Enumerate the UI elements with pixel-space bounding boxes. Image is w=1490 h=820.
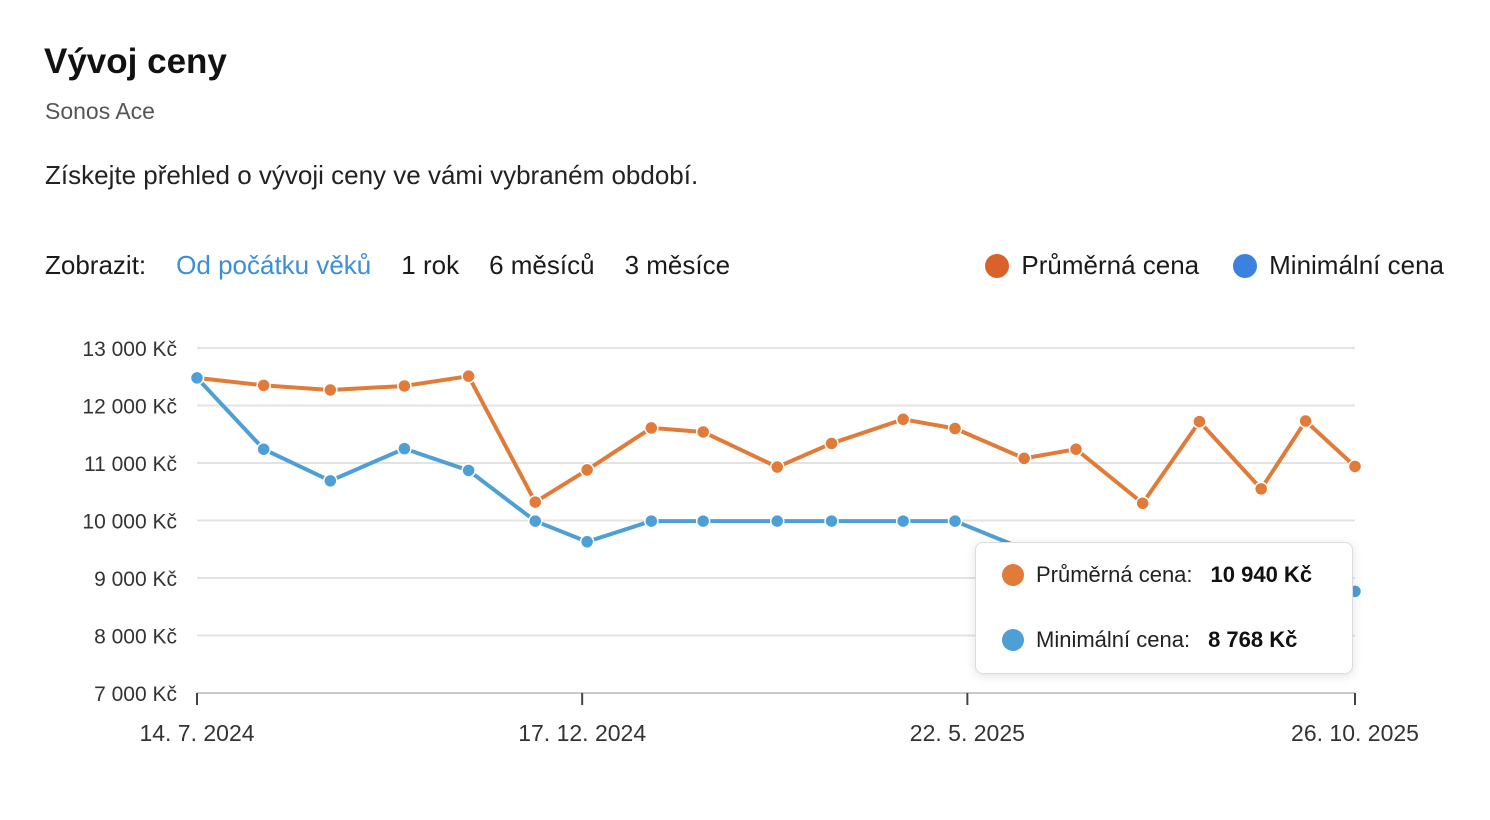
filter-label: Zobrazit: (45, 250, 147, 280)
period-filter: Zobrazit: Od počátku věků 1 rok 6 měsíců… (45, 250, 760, 281)
data-point-avg (1347, 459, 1363, 474)
data-point-avg (1016, 451, 1032, 466)
y-tick-label: 9 000 Kč (94, 568, 177, 591)
data-point-avg (528, 494, 543, 510)
tooltip-dot-min-icon (1002, 629, 1024, 651)
y-tick-label: 13 000 Kč (82, 338, 177, 361)
data-point-min (769, 513, 785, 529)
data-point-min (695, 513, 711, 529)
filter-option-all-time[interactable]: Od počátku věků (176, 250, 372, 280)
filter-option-1-year[interactable]: 1 rok (401, 250, 460, 280)
y-tick-label: 10 000 Kč (82, 511, 177, 534)
series-line-avg (196, 374, 1357, 506)
data-point-avg (824, 436, 839, 451)
data-point-avg (1253, 481, 1269, 497)
description-text: Získejte přehled o vývoji ceny ve vámi v… (45, 160, 699, 190)
data-point-min (323, 473, 338, 489)
tooltip-dot-avg-icon (1002, 564, 1024, 586)
data-point-avg (947, 421, 963, 436)
data-point-avg (1135, 496, 1150, 511)
data-point-min (189, 370, 205, 386)
data-point-avg (461, 368, 476, 384)
legend-label-avg: Průměrná cena (1021, 250, 1200, 280)
y-tick-label: 12 000 Kč (82, 396, 177, 419)
data-point-min (895, 513, 911, 529)
x-tick-label: 22. 5. 2025 (910, 720, 1025, 746)
filter-option-3-months[interactable]: 3 měsíce (624, 250, 731, 280)
x-tick-label: 26. 10. 2025 (1291, 720, 1419, 746)
legend-item-min[interactable]: Minimální cena (1233, 250, 1444, 281)
data-point-avg (1298, 413, 1313, 429)
data-point-avg (579, 462, 595, 478)
data-point-avg (769, 459, 785, 475)
data-point-avg (256, 378, 271, 393)
data-point-min (397, 441, 412, 456)
data-point-min (461, 463, 476, 478)
legend-dot-avg-icon (985, 253, 1010, 278)
x-tick-label: 17. 12. 2024 (518, 720, 646, 746)
tooltip-row-avg: Průměrná cena: 10 940 Kč (1002, 562, 1312, 588)
data-point-min (947, 513, 963, 529)
legend-label-min: Minimální cena (1269, 250, 1444, 280)
data-point-avg (1068, 441, 1084, 457)
tooltip-avg-label: Průměrná cena: (1036, 562, 1193, 587)
x-tick-label: 14. 7. 2024 (139, 720, 254, 746)
legend-dot-min-icon (1233, 253, 1258, 278)
filter-option-6-months[interactable]: 6 měsíců (489, 250, 595, 280)
price-history-chart[interactable]: 7 000 Kč 8 000 Kč 9 000 Kč 10 000 Kč 11 000 … (0, 300, 1490, 770)
tooltip-min-label: Minimální cena: (1036, 627, 1191, 652)
y-tick-label: 11 000 Kč (84, 453, 177, 476)
page-title: Vývoj ceny (44, 42, 227, 81)
product-name: Sonos Ace (45, 98, 155, 124)
data-point-min (256, 441, 271, 457)
data-point-min (579, 534, 595, 550)
chart-tooltip: Průměrná cena: 10 940 Kč Minimální cena:… (975, 542, 1353, 674)
chart-legend: Průměrná cena Minimální cena (951, 250, 1444, 281)
data-point-avg (397, 378, 412, 394)
legend-item-avg[interactable]: Průměrná cena (985, 250, 1199, 281)
tooltip-avg-value: 10 940 Kč (1210, 562, 1313, 587)
data-point-min (644, 513, 659, 529)
data-point-avg (644, 420, 659, 436)
y-tick-label: 8 000 Kč (94, 626, 177, 649)
y-tick-label: 7 000 Kč (94, 683, 177, 706)
data-point-avg (1192, 414, 1207, 429)
data-point-avg (323, 382, 338, 398)
data-point-min (824, 513, 839, 529)
tooltip-min-value: 8 768 Kč (1208, 627, 1298, 652)
data-point-min (528, 513, 543, 529)
tooltip-row-min: Minimální cena: 8 768 Kč (1002, 627, 1297, 653)
data-point-avg (695, 424, 711, 440)
data-point-avg (895, 412, 911, 427)
